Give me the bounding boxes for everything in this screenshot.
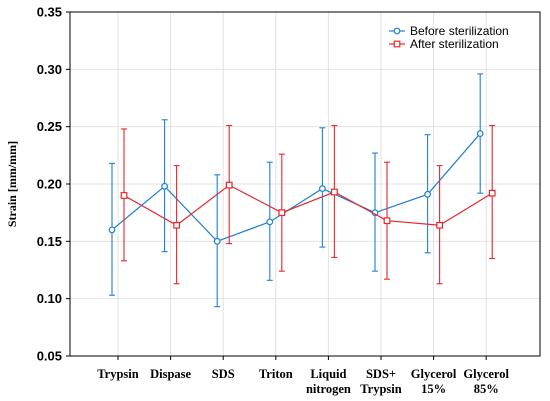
data-point (213, 237, 221, 245)
y-axis-label: Strain [mm/mm] (5, 141, 19, 227)
data-point (173, 221, 181, 229)
x-tick-label: Dispase (150, 367, 191, 381)
data-point (436, 221, 443, 229)
y-tick-label: 0.30 (37, 62, 62, 77)
data-point (161, 182, 169, 190)
data-point (331, 188, 338, 196)
data-point (278, 209, 286, 217)
series-line (123, 184, 493, 226)
x-tick-label: SDS (212, 367, 235, 381)
legend-marker (393, 40, 401, 48)
x-tick-label: Glycerol (463, 367, 509, 381)
data-point (266, 218, 274, 226)
x-tick-label: 85% (474, 382, 499, 396)
data-point (120, 192, 128, 199)
y-tick-label: 0.20 (37, 177, 62, 192)
x-tick-label: 15% (421, 382, 446, 396)
data-point (319, 185, 326, 192)
x-tick-label: Triton (259, 367, 293, 381)
y-tick-label: 0.05 (37, 349, 62, 364)
series-before (108, 73, 484, 308)
data-point (108, 226, 116, 234)
legend-item: After sterilization (389, 37, 499, 51)
legend-label: Before sterilization (410, 24, 509, 38)
data-point (225, 181, 233, 189)
legend-label: After sterilization (410, 37, 499, 51)
x-tick-label: nitrogen (306, 382, 351, 396)
x-tick-label: Trypsin (97, 367, 138, 381)
y-tick-label: 0.10 (37, 291, 62, 306)
x-tick-label: SDS+ (366, 367, 396, 381)
legend-marker (393, 27, 401, 35)
data-point (383, 217, 391, 225)
grid (70, 12, 540, 356)
y-tick-label: 0.15 (37, 234, 62, 249)
data-point (476, 130, 484, 137)
y-tick-label: 0.25 (37, 119, 62, 134)
data-point (488, 189, 496, 197)
series-line (111, 133, 481, 243)
data-point (424, 190, 432, 198)
x-tick-label: Trypsin (360, 382, 401, 396)
x-tick-label: Glycerol (411, 367, 457, 381)
series-after (120, 124, 496, 285)
y-axis-ticks: 0.05 0.10 0.15 0.20 0.25 0.30 0.35 (37, 5, 70, 364)
legend-item: Before sterilization (389, 24, 509, 38)
x-tick-label: Liquid (310, 367, 346, 381)
y-tick-label: 0.35 (37, 5, 62, 20)
series (108, 73, 496, 308)
